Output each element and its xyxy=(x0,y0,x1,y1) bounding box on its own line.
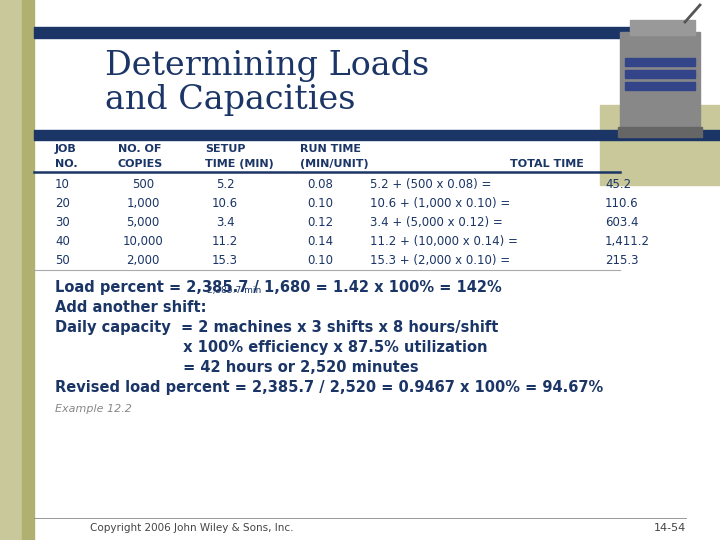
Text: 10: 10 xyxy=(55,178,70,191)
Bar xyxy=(620,32,700,132)
Text: 0.14: 0.14 xyxy=(307,235,333,248)
Text: 50: 50 xyxy=(55,254,70,267)
Text: 5,000: 5,000 xyxy=(127,216,160,229)
Text: Load percent = 2,385.7 / 1,680 = 1.42 x 100% = 142%: Load percent = 2,385.7 / 1,680 = 1.42 x … xyxy=(55,280,502,295)
Text: 10,000: 10,000 xyxy=(122,235,163,248)
Bar xyxy=(630,20,695,35)
Text: 11.2: 11.2 xyxy=(212,235,238,248)
Bar xyxy=(34,27,654,38)
Text: 11.2 + (10,000 x 0.14) =: 11.2 + (10,000 x 0.14) = xyxy=(370,235,518,248)
Text: 0.08: 0.08 xyxy=(307,178,333,191)
Text: JOB: JOB xyxy=(55,144,77,154)
Bar xyxy=(625,82,695,90)
Text: Add another shift:: Add another shift: xyxy=(55,300,207,315)
Text: 14-54: 14-54 xyxy=(654,523,686,533)
Text: = 42 hours or 2,520 minutes: = 42 hours or 2,520 minutes xyxy=(55,360,418,375)
Text: 15.3: 15.3 xyxy=(212,254,238,267)
Text: 215.3: 215.3 xyxy=(605,254,639,267)
Bar xyxy=(625,58,695,66)
Bar xyxy=(618,127,702,137)
Text: Example 12.2: Example 12.2 xyxy=(55,404,132,414)
Text: 45.2: 45.2 xyxy=(605,178,631,191)
Text: 0.10: 0.10 xyxy=(307,197,333,210)
Text: 110.6: 110.6 xyxy=(605,197,639,210)
Text: 603.4: 603.4 xyxy=(605,216,639,229)
Text: 10.6 + (1,000 x 0.10) =: 10.6 + (1,000 x 0.10) = xyxy=(370,197,510,210)
Text: TOTAL TIME: TOTAL TIME xyxy=(510,159,584,169)
Text: 5.2: 5.2 xyxy=(216,178,234,191)
Text: 2,385.7 min: 2,385.7 min xyxy=(207,286,261,295)
Text: COPIES: COPIES xyxy=(118,159,163,169)
Bar xyxy=(625,70,695,78)
Bar xyxy=(34,130,720,140)
Text: 2,000: 2,000 xyxy=(126,254,160,267)
Text: (MIN/UNIT): (MIN/UNIT) xyxy=(300,159,369,169)
Bar xyxy=(22,0,34,540)
Text: Daily capacity  = 2 machines x 3 shifts x 8 hours/shift: Daily capacity = 2 machines x 3 shifts x… xyxy=(55,320,498,335)
Text: 3.4: 3.4 xyxy=(216,216,234,229)
Text: 500: 500 xyxy=(132,178,154,191)
Text: Revised load percent = 2,385.7 / 2,520 = 0.9467 x 100% = 94.67%: Revised load percent = 2,385.7 / 2,520 =… xyxy=(55,380,603,395)
Text: 10.6: 10.6 xyxy=(212,197,238,210)
Bar xyxy=(600,105,720,185)
Text: TIME (MIN): TIME (MIN) xyxy=(205,159,274,169)
Text: NO. OF: NO. OF xyxy=(118,144,161,154)
Text: and Capacities: and Capacities xyxy=(105,84,356,116)
Text: 40: 40 xyxy=(55,235,70,248)
Text: x 100% efficiency x 87.5% utilization: x 100% efficiency x 87.5% utilization xyxy=(55,340,487,355)
Text: Determining Loads: Determining Loads xyxy=(105,50,429,82)
Text: RUN TIME: RUN TIME xyxy=(300,144,361,154)
Text: 20: 20 xyxy=(55,197,70,210)
Text: NO.: NO. xyxy=(55,159,78,169)
Text: 3.4 + (5,000 x 0.12) =: 3.4 + (5,000 x 0.12) = xyxy=(370,216,503,229)
Text: 30: 30 xyxy=(55,216,70,229)
Text: 0.12: 0.12 xyxy=(307,216,333,229)
Bar xyxy=(0,0,22,540)
Text: SETUP: SETUP xyxy=(205,144,246,154)
Text: 5.2 + (500 x 0.08) =: 5.2 + (500 x 0.08) = xyxy=(370,178,491,191)
Text: 15.3 + (2,000 x 0.10) =: 15.3 + (2,000 x 0.10) = xyxy=(370,254,510,267)
Text: Copyright 2006 John Wiley & Sons, Inc.: Copyright 2006 John Wiley & Sons, Inc. xyxy=(90,523,294,533)
Text: 1,000: 1,000 xyxy=(126,197,160,210)
Text: 1,411.2: 1,411.2 xyxy=(605,235,650,248)
Text: 0.10: 0.10 xyxy=(307,254,333,267)
